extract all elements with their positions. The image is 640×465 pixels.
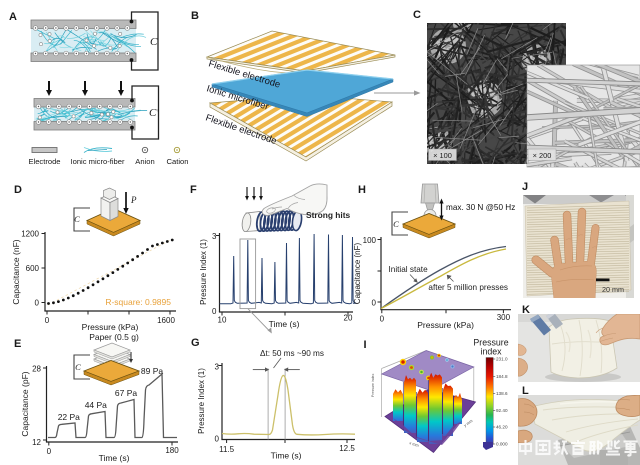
- svg-text:Capacitance (nF): Capacitance (nF): [11, 239, 21, 304]
- svg-text:A: A: [9, 11, 17, 23]
- svg-text:0: 0: [215, 435, 220, 444]
- svg-text:D: D: [14, 184, 22, 196]
- svg-text:300: 300: [497, 313, 511, 322]
- svg-text:1600: 1600: [157, 316, 175, 325]
- svg-text:× 100: × 100: [433, 151, 452, 160]
- svg-text:Δt: 50 ms ~90 ms: Δt: 50 ms ~90 ms: [260, 349, 324, 358]
- svg-text:1200: 1200: [21, 230, 39, 239]
- svg-text:Electrode: Electrode: [28, 157, 60, 166]
- svg-text:100: 100: [363, 236, 377, 245]
- svg-text:0: 0: [372, 299, 377, 308]
- svg-text:Anion: Anion: [135, 157, 154, 166]
- svg-text:Ionic micro-fiber: Ionic micro-fiber: [70, 157, 124, 166]
- svg-text:L: L: [522, 385, 529, 397]
- svg-text:K: K: [522, 304, 530, 316]
- svg-text:C: C: [75, 362, 81, 372]
- svg-text:231.0: 231.0: [496, 357, 508, 362]
- svg-text:0: 0: [45, 316, 50, 325]
- svg-text:× 200: × 200: [533, 151, 552, 160]
- svg-text:after 5 million presses: after 5 million presses: [428, 283, 508, 292]
- svg-text:Time (s): Time (s): [99, 453, 130, 463]
- svg-text:67 Pa: 67 Pa: [115, 388, 137, 398]
- svg-text:138.6: 138.6: [496, 391, 508, 396]
- svg-text:Strong hits: Strong hits: [306, 210, 351, 220]
- svg-text:Pressure (kPa): Pressure (kPa): [82, 322, 139, 332]
- svg-text:22 Pa: 22 Pa: [58, 412, 80, 422]
- svg-text:R-square: 0.9895: R-square: 0.9895: [105, 297, 171, 307]
- svg-text:12.5: 12.5: [339, 444, 355, 453]
- svg-text:Capacitance (pF): Capacitance (pF): [20, 371, 30, 436]
- svg-text:G: G: [191, 337, 200, 349]
- svg-text:C': C': [149, 107, 159, 119]
- svg-text:3: 3: [215, 363, 220, 372]
- svg-text:0: 0: [212, 307, 217, 316]
- svg-text:Pressure Index (1): Pressure Index (1): [199, 239, 208, 305]
- svg-text:600: 600: [26, 264, 40, 273]
- svg-text:46.20: 46.20: [496, 425, 508, 430]
- svg-text:C: C: [413, 9, 421, 21]
- svg-text:0: 0: [380, 315, 385, 324]
- svg-text:3: 3: [212, 232, 217, 241]
- svg-text:Initial state: Initial state: [389, 265, 429, 274]
- svg-text:180: 180: [165, 446, 179, 455]
- svg-text:92.40: 92.40: [496, 408, 508, 413]
- svg-text:Paper (0.5 g): Paper (0.5 g): [89, 332, 139, 342]
- svg-text:J: J: [522, 181, 528, 193]
- svg-text:B: B: [191, 10, 199, 22]
- svg-text:max. 30 N @50 Hz: max. 30 N @50 Hz: [446, 203, 515, 212]
- svg-text:44 Pa: 44 Pa: [85, 400, 107, 410]
- svg-text:C: C: [393, 219, 399, 229]
- svg-text:20: 20: [344, 314, 353, 323]
- svg-text:Capacitance (nF): Capacitance (nF): [353, 242, 362, 304]
- svg-text:10: 10: [218, 316, 227, 325]
- svg-text:x mm: x mm: [409, 440, 420, 448]
- svg-text:Pressure Index (1): Pressure Index (1): [197, 368, 206, 434]
- svg-text:index: index: [480, 347, 502, 357]
- svg-text:Pressure: Pressure: [473, 338, 508, 348]
- svg-text:C: C: [150, 36, 158, 48]
- svg-text:11.5: 11.5: [219, 445, 235, 454]
- svg-text:28: 28: [32, 365, 41, 374]
- svg-text:P: P: [130, 195, 137, 205]
- svg-text:Time (s): Time (s): [271, 451, 302, 461]
- svg-text:E: E: [14, 338, 21, 350]
- svg-text:Time (s): Time (s): [269, 319, 300, 329]
- svg-text:184.8: 184.8: [496, 374, 508, 379]
- svg-text:F: F: [190, 184, 197, 196]
- svg-text:Pressure index: Pressure index: [371, 373, 375, 397]
- svg-text:Cation: Cation: [167, 157, 189, 166]
- svg-text:20 mm: 20 mm: [602, 285, 624, 294]
- svg-text:0.000: 0.000: [496, 442, 508, 447]
- svg-text:89 Pa: 89 Pa: [141, 366, 163, 376]
- svg-text:y mm: y mm: [463, 418, 474, 428]
- svg-text:H: H: [358, 184, 366, 196]
- svg-text:0: 0: [47, 447, 52, 456]
- svg-text:C: C: [74, 214, 80, 224]
- svg-text:Pressure (kPa): Pressure (kPa): [417, 320, 474, 330]
- svg-text:12: 12: [32, 438, 41, 447]
- svg-text:0: 0: [35, 299, 40, 308]
- svg-text:I: I: [364, 339, 367, 351]
